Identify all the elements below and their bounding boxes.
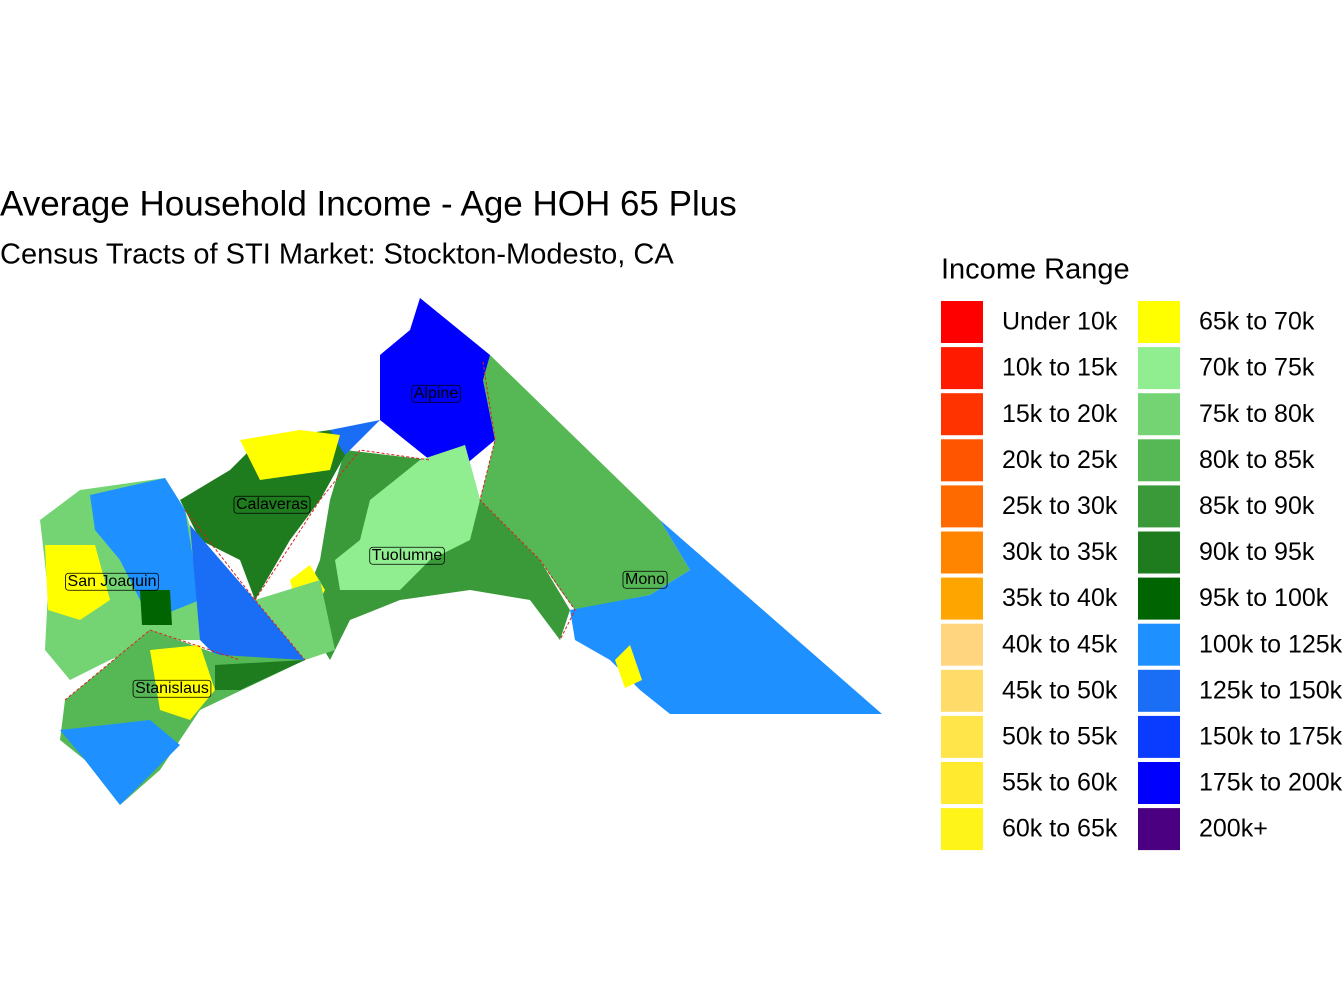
region-label: San Joaquin <box>68 573 157 590</box>
region-shape <box>255 580 335 660</box>
region-label: Stanislaus <box>135 680 209 697</box>
legend-swatch <box>941 439 983 482</box>
legend-swatch <box>1138 393 1180 436</box>
region-label-box <box>132 679 212 698</box>
legend-swatch <box>1138 669 1180 712</box>
region-labels: Alpine Calaveras Tuolumne San Joaquin Mono St… <box>65 384 668 698</box>
region-shape <box>45 545 110 620</box>
legend-swatch <box>941 301 983 343</box>
legend-swatch <box>1138 439 1180 482</box>
region-shape <box>190 525 305 680</box>
legend-swatch <box>941 669 983 712</box>
region-shape <box>380 298 495 465</box>
map-title: Average Household Income - Age HOH 65 Pl… <box>0 184 737 223</box>
legend-swatch <box>941 393 983 436</box>
legend-swatch <box>1138 347 1180 390</box>
legend-label: 65k to 70k <box>1199 308 1315 336</box>
legend-swatch <box>941 762 983 804</box>
region-label: Calaveras <box>236 496 308 513</box>
region-shape <box>570 520 882 714</box>
legend-label: 10k to 15k <box>1002 354 1118 382</box>
legend-swatch <box>1138 808 1180 851</box>
map <box>40 298 882 805</box>
region-label: Alpine <box>414 385 459 402</box>
region-shape <box>60 720 180 805</box>
legend-label: 40k to 45k <box>1002 630 1118 658</box>
legend-label: 80k to 85k <box>1199 446 1315 474</box>
region-shape <box>140 590 172 625</box>
legend-label: 175k to 200k <box>1199 769 1343 797</box>
region-label: Mono <box>625 571 665 588</box>
region-label: Tuolumne <box>372 547 443 564</box>
county-border <box>184 509 306 661</box>
legend-swatch <box>1138 715 1180 758</box>
legend-swatch <box>1138 485 1180 528</box>
legend-label: 200k+ <box>1199 815 1268 843</box>
region-shape <box>240 430 340 480</box>
region-label-box <box>65 572 159 591</box>
legend-label: 60k to 65k <box>1002 815 1118 843</box>
legend-title: Income Range <box>941 254 1130 286</box>
legend-label: 90k to 95k <box>1199 538 1315 566</box>
legend-swatch <box>1138 762 1180 804</box>
legend-swatch <box>1138 577 1180 620</box>
legend-label: 15k to 20k <box>1002 400 1118 428</box>
legend-label: 25k to 30k <box>1002 492 1118 520</box>
map-subtitle: Census Tracts of STI Market: Stockton-Mo… <box>0 239 674 271</box>
region-shape <box>90 478 200 620</box>
legend-label: 20k to 25k <box>1002 446 1118 474</box>
legend-swatch <box>1138 531 1180 574</box>
legend-label: 75k to 80k <box>1199 400 1315 428</box>
legend-label: 100k to 125k <box>1199 630 1343 658</box>
region-shape <box>215 660 305 690</box>
county-border <box>479 361 576 641</box>
legend-swatch <box>1138 301 1180 343</box>
county-border <box>254 449 431 601</box>
legend-label: 55k to 60k <box>1002 769 1118 797</box>
region-label-box <box>369 546 445 565</box>
legend-swatch <box>941 808 983 851</box>
legend-label: 70k to 75k <box>1199 354 1315 382</box>
legend: Under 10k 10k to 15k 15k to 20k 20k to 25k 2… <box>941 301 1343 851</box>
legend-label: 45k to 50k <box>1002 676 1118 704</box>
legend-label: 125k to 150k <box>1199 676 1343 704</box>
region-shape <box>480 355 690 610</box>
legend-label: 50k to 55k <box>1002 723 1118 751</box>
region-shape <box>335 445 480 590</box>
region-label-box <box>411 384 461 403</box>
legend-swatch <box>1138 623 1180 666</box>
legend-label: Under 10k <box>1002 308 1118 336</box>
region-label-box <box>233 495 311 514</box>
region-shape <box>615 645 642 688</box>
legend-swatch <box>941 623 983 666</box>
legend-swatch <box>941 485 983 528</box>
county-border <box>64 629 241 701</box>
legend-swatch <box>941 577 983 620</box>
legend-swatch <box>941 531 983 574</box>
legend-label: 150k to 175k <box>1199 723 1343 751</box>
legend-swatch <box>941 347 983 390</box>
legend-label: 95k to 100k <box>1199 584 1329 612</box>
legend-label: 30k to 35k <box>1002 538 1118 566</box>
region-shape <box>150 645 215 720</box>
legend-label: 35k to 40k <box>1002 584 1118 612</box>
legend-swatch <box>941 715 983 758</box>
legend-label: 85k to 90k <box>1199 492 1315 520</box>
region-label-box <box>622 570 668 589</box>
